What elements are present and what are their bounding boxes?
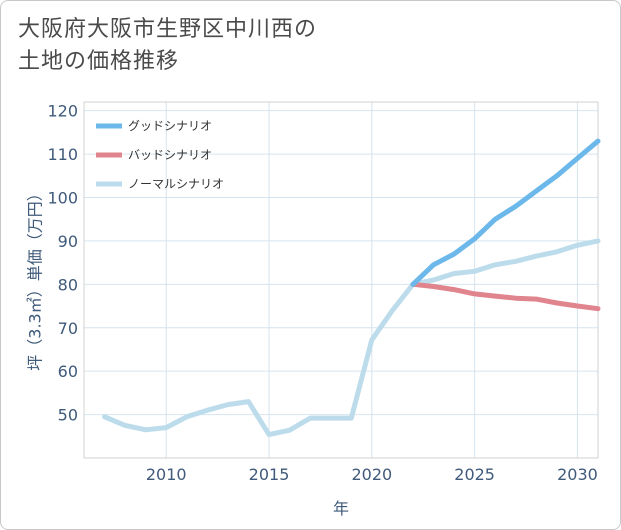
y-tick-label: 60	[58, 362, 78, 381]
data-point	[554, 249, 559, 254]
y-axis-ticks: 50 60 70 80 90 100 110 120	[47, 102, 78, 425]
x-tick-label: 2010	[146, 465, 187, 484]
series-lines	[102, 138, 601, 438]
data-point	[308, 416, 313, 421]
data-point	[493, 262, 498, 267]
data-point	[596, 306, 600, 311]
y-tick-label: 110	[47, 145, 78, 164]
y-axis-title: 坪（3.3㎡）単価（万円）	[26, 185, 45, 370]
y-tick-label: 80	[58, 275, 78, 294]
data-point	[554, 173, 559, 178]
data-point	[534, 254, 539, 259]
y-tick-label: 90	[58, 232, 78, 251]
grid-lines	[84, 102, 598, 458]
data-point	[246, 399, 251, 404]
data-point	[472, 291, 477, 296]
y-tick-label: 70	[58, 319, 78, 338]
series-line-good	[410, 138, 601, 287]
data-point	[472, 236, 477, 241]
data-point	[575, 156, 580, 161]
data-point	[575, 243, 580, 248]
data-point	[267, 432, 272, 437]
data-point	[554, 301, 559, 306]
data-point	[328, 416, 333, 421]
series-line-bad	[410, 281, 601, 312]
y-tick-label: 100	[47, 189, 78, 208]
data-point	[534, 297, 539, 302]
data-point	[452, 271, 457, 276]
data-point	[123, 423, 128, 428]
data-point	[596, 238, 600, 243]
data-point	[410, 282, 415, 287]
data-point	[431, 262, 436, 267]
data-point	[596, 139, 600, 144]
x-tick-label: 2020	[351, 465, 392, 484]
data-point	[431, 278, 436, 282]
chart-title-line-1: 大阪府大阪市生野区中川西の	[18, 17, 318, 42]
y-tick-label: 50	[58, 406, 78, 425]
data-point	[143, 427, 148, 432]
data-point	[513, 204, 518, 209]
legend-label: ノーマルシナリオ	[128, 177, 224, 191]
series-line-normal	[102, 238, 601, 438]
data-point	[349, 416, 354, 421]
plot-area-border	[83, 101, 599, 459]
data-point	[513, 259, 518, 264]
data-point	[575, 304, 580, 309]
data-point	[493, 217, 498, 222]
data-point	[534, 189, 539, 193]
x-tick-label: 2025	[454, 465, 495, 484]
chart-title-line-2: 土地の価格推移	[18, 49, 180, 74]
data-point	[431, 284, 436, 289]
data-point	[452, 287, 457, 292]
data-point	[225, 402, 230, 407]
x-tick-label: 2030	[557, 465, 598, 484]
x-axis-title: 年	[333, 499, 349, 518]
data-point	[164, 425, 169, 430]
data-point	[287, 428, 292, 433]
data-point	[472, 269, 477, 274]
data-point	[452, 251, 457, 256]
x-tick-label: 2015	[249, 465, 290, 484]
data-point	[390, 308, 395, 313]
chart-title: 大阪府大阪市生野区中川西の 土地の価格推移	[18, 14, 317, 78]
data-point	[493, 294, 498, 299]
data-point	[184, 414, 189, 419]
data-point	[102, 414, 107, 419]
data-point	[513, 296, 518, 301]
data-point	[369, 337, 374, 342]
x-axis-ticks: 2010 2015 2020 2025 2030	[146, 465, 598, 484]
y-tick-label: 120	[47, 102, 78, 121]
legend-label: グッドシナリオ	[128, 119, 212, 133]
legend-label: バッドシナリオ	[128, 148, 212, 162]
data-point	[205, 408, 210, 413]
